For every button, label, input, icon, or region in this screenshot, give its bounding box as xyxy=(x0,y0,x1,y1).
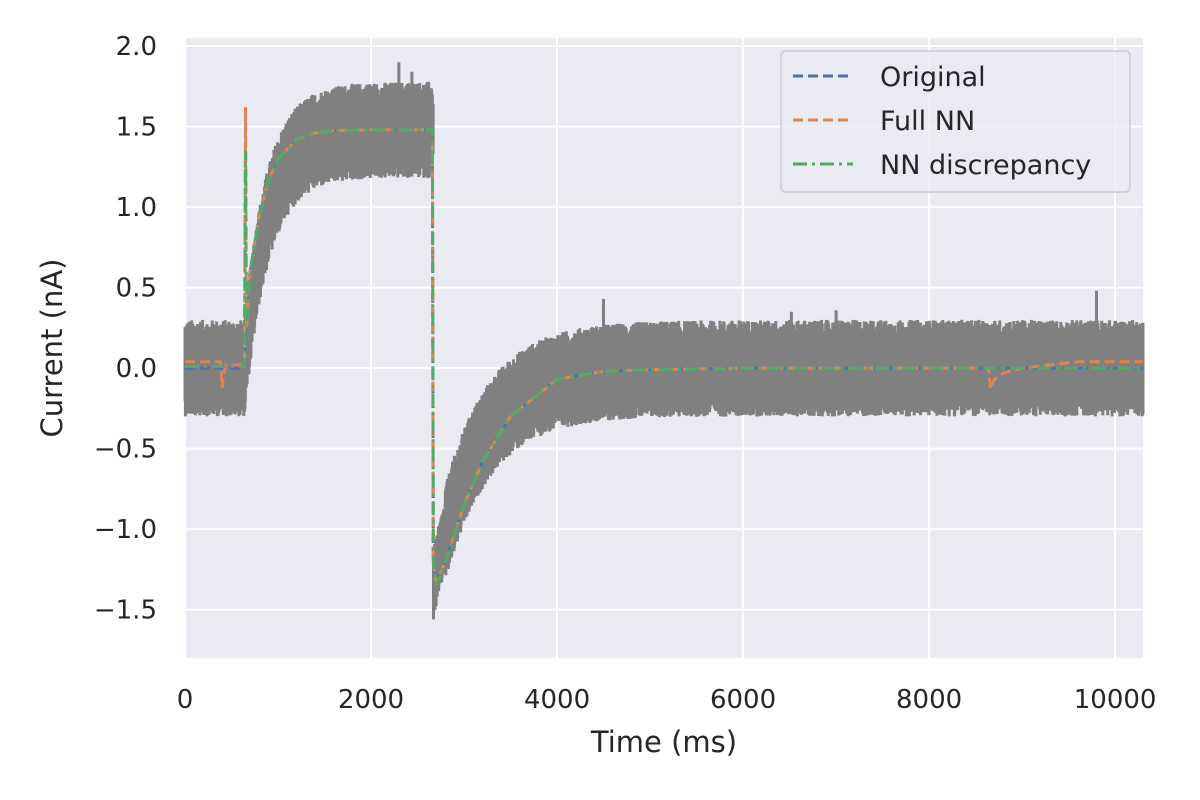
legend: Original Full NN NN discrepancy xyxy=(780,50,1131,193)
y-tick-label: 1.5 xyxy=(116,113,157,143)
y-tick-label: 0.0 xyxy=(116,354,157,384)
legend-label-full-nn: Full NN xyxy=(880,106,975,137)
y-tick-label: −1.0 xyxy=(94,515,157,545)
y-tick-label: −0.5 xyxy=(94,435,157,465)
series-lines xyxy=(185,107,1143,588)
y-tick-label: 0.5 xyxy=(116,274,157,304)
x-tick-label: 8000 xyxy=(896,685,962,715)
y-tick-label: −1.5 xyxy=(94,596,157,626)
x-tick-label: 6000 xyxy=(710,685,776,715)
x-tick-label: 0 xyxy=(177,685,194,715)
legend-box xyxy=(780,50,1131,193)
x-tick-label: 2000 xyxy=(338,685,404,715)
series-line-nn-discrepancy xyxy=(185,128,1143,587)
x-axis-label: Time (ms) xyxy=(590,725,737,759)
tick-labels: 0 2000 4000 6000 8000 10000 2.0 1.5 1.0 0.5 0.0 −0.… xyxy=(94,32,1157,715)
legend-label-nn-discrepancy: NN discrepancy xyxy=(880,150,1091,181)
legend-label-original: Original xyxy=(880,62,986,93)
y-axis-label: Current (nA) xyxy=(35,259,69,438)
y-tick-label: 2.0 xyxy=(116,32,157,62)
x-tick-label: 10000 xyxy=(1074,685,1157,715)
y-tick-label: 1.0 xyxy=(116,193,157,223)
x-tick-label: 4000 xyxy=(524,685,590,715)
